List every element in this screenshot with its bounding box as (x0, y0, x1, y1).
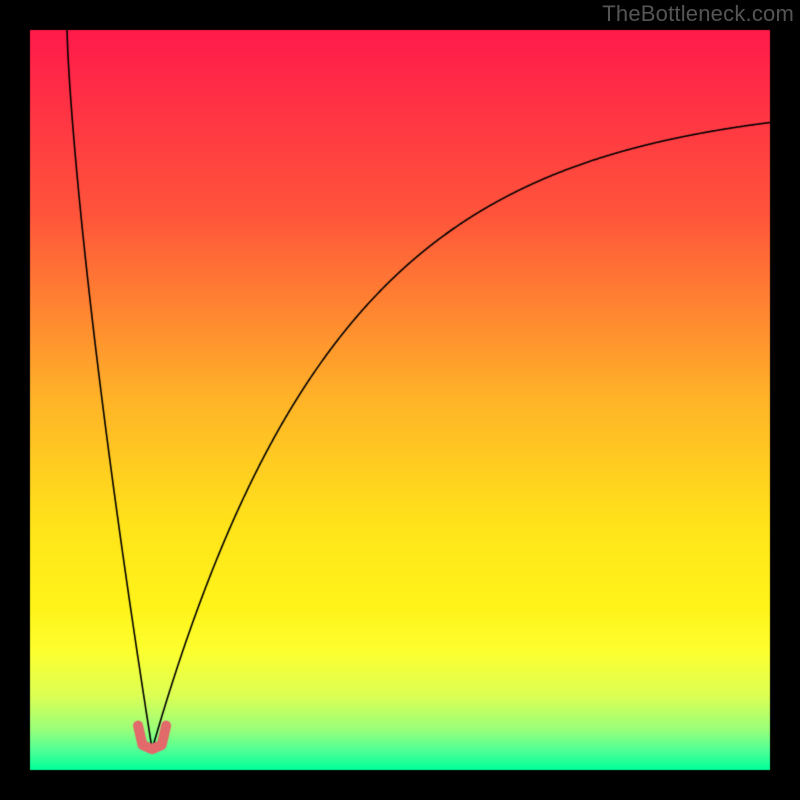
watermark-text: TheBottleneck.com (602, 1, 794, 27)
bottleneck-curve-chart (0, 0, 800, 800)
chart-container: TheBottleneck.com (0, 0, 800, 800)
